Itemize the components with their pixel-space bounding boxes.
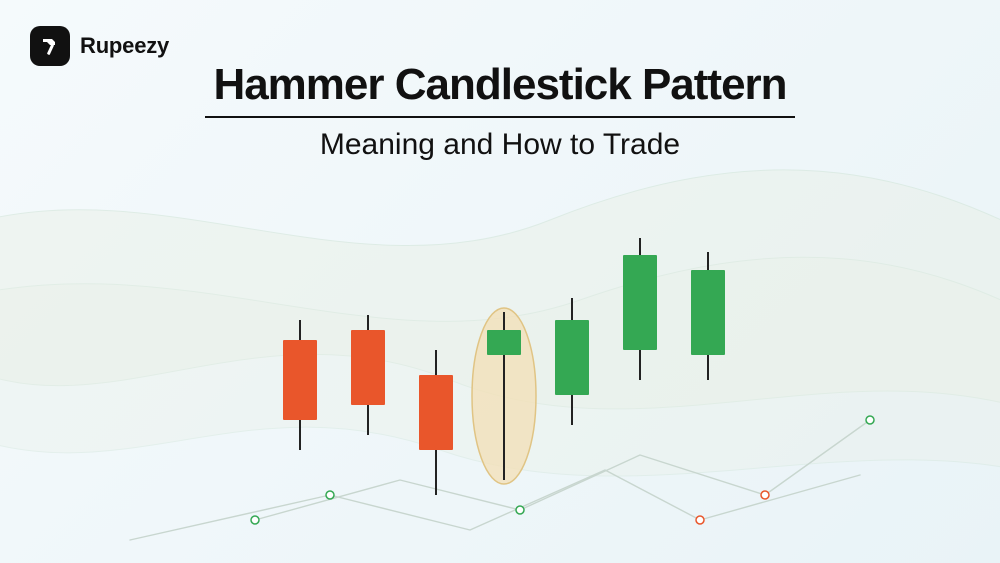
trend-line: [255, 420, 870, 520]
hammer-icon: [38, 34, 62, 58]
bull-candle: [691, 270, 725, 355]
bull-candle: [555, 320, 589, 395]
candlestick-chart: [0, 220, 1000, 563]
bear-candle: [419, 375, 453, 450]
bull-candle: [487, 330, 521, 355]
page-subtitle: Meaning and How to Trade: [0, 128, 1000, 162]
bear-candle: [351, 330, 385, 405]
trend-dot: [326, 491, 334, 499]
brand-name: Rupeezy: [80, 33, 169, 59]
bull-candle: [623, 255, 657, 350]
trend-dot: [251, 516, 259, 524]
trend-dot: [761, 491, 769, 499]
chart-svg: [0, 220, 1000, 563]
trend-dot: [516, 506, 524, 514]
bear-candle: [283, 340, 317, 420]
page-canvas: Rupeezy Hammer Candlestick Pattern Meani…: [0, 0, 1000, 563]
title-block: Hammer Candlestick Pattern Meaning and H…: [0, 60, 1000, 162]
trend-dot: [866, 416, 874, 424]
trend-dot: [696, 516, 704, 524]
page-title: Hammer Candlestick Pattern: [205, 60, 794, 118]
